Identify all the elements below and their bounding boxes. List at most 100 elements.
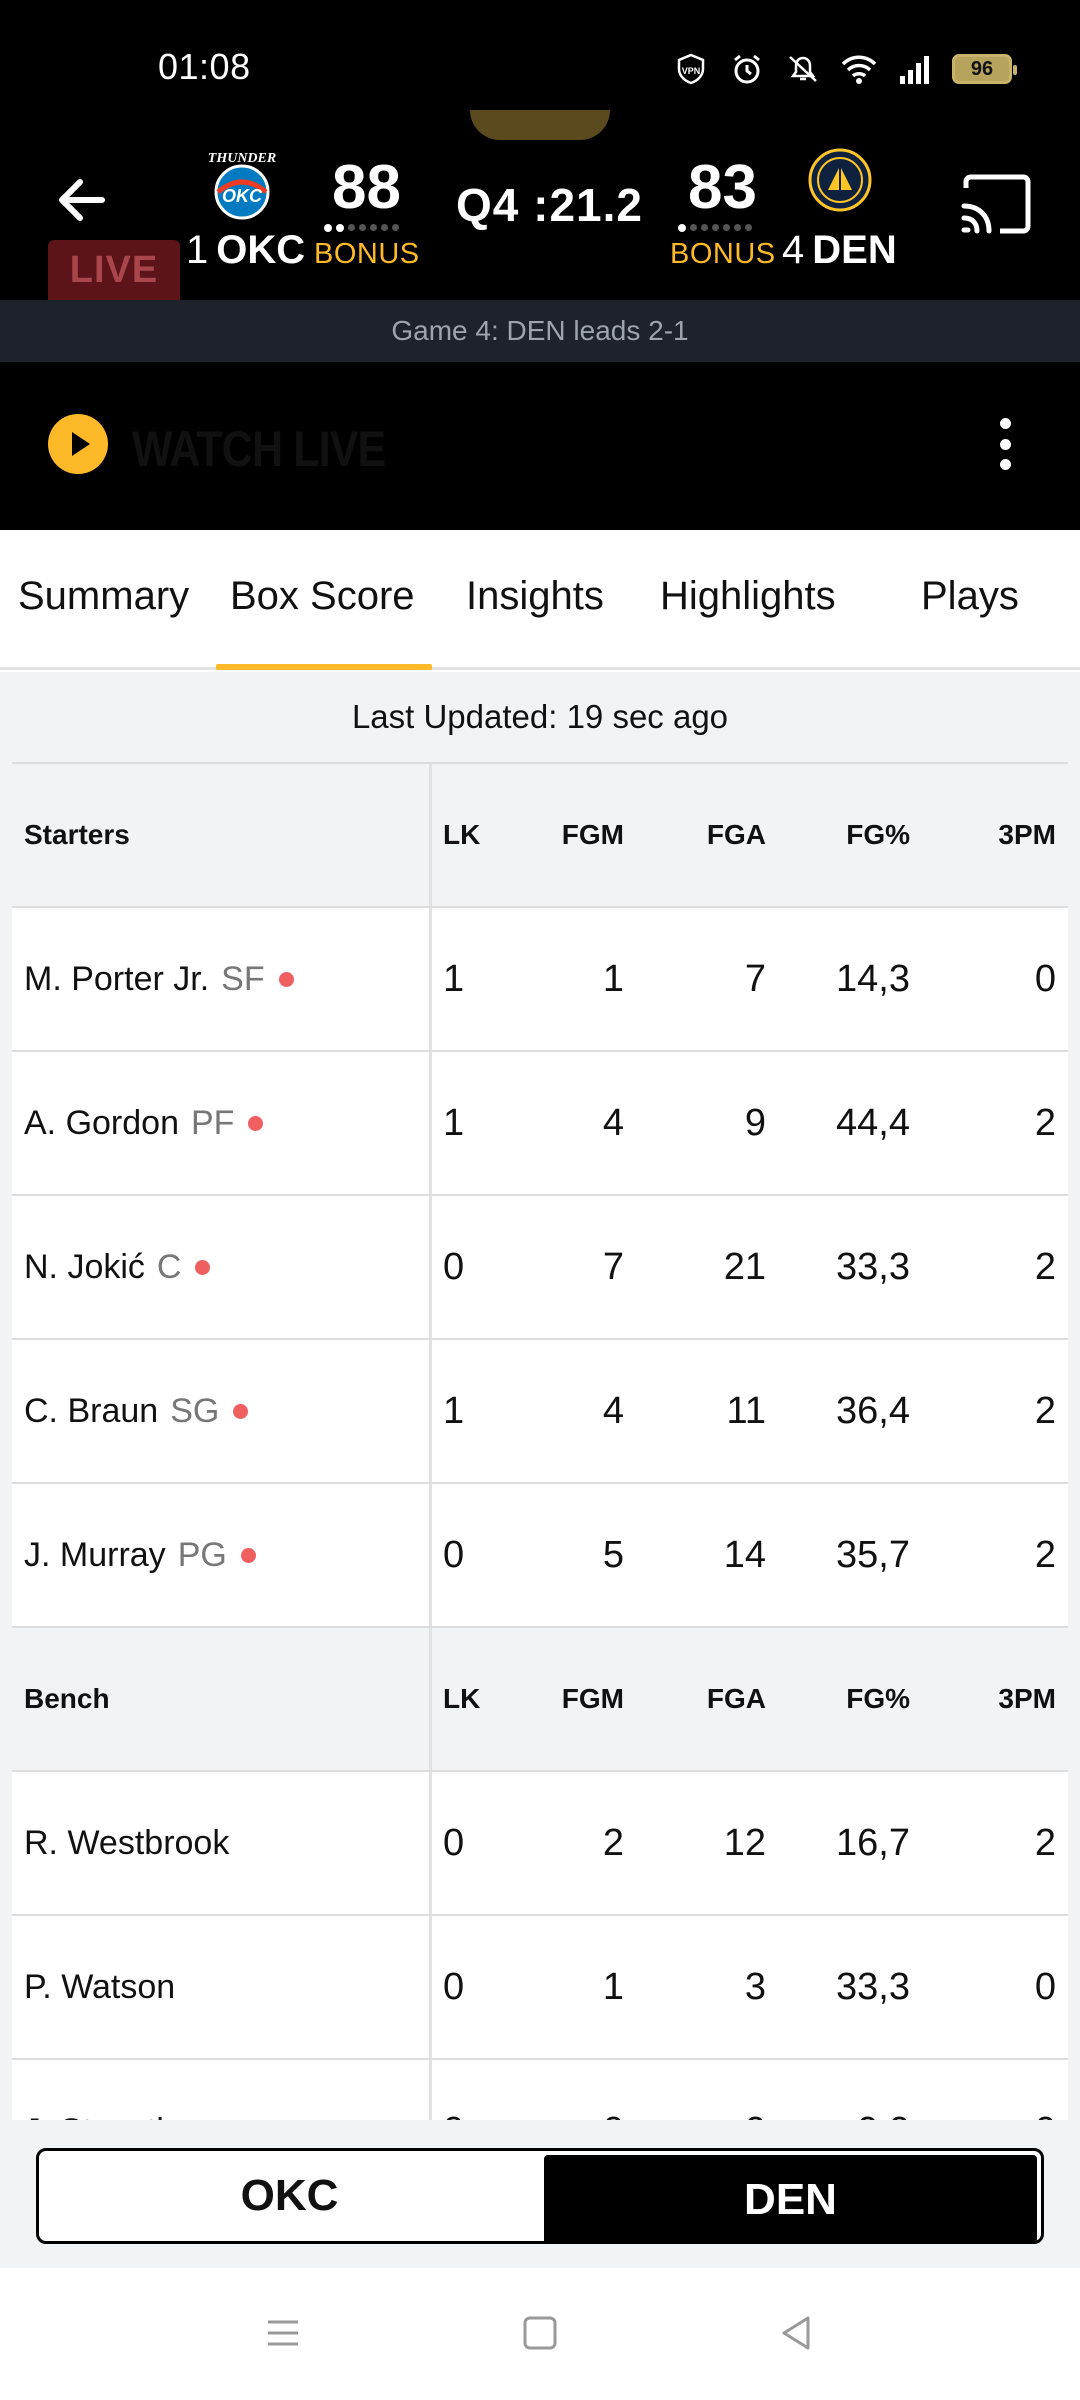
column-header-fga[interactable]: FGA xyxy=(706,819,766,850)
live-badge: LIVE xyxy=(48,240,180,300)
stat-3pm: 2 xyxy=(1034,1533,1056,1576)
player-name[interactable]: M. Porter Jr. xyxy=(24,959,210,998)
tab-summary[interactable]: Summary xyxy=(18,574,190,618)
tab-highlights[interactable]: Highlights xyxy=(660,574,836,618)
game-clock: Q4 :21.2 xyxy=(456,179,643,231)
player-cell[interactable]: P. Watson xyxy=(12,1916,432,2058)
play-icon[interactable] xyxy=(48,414,108,474)
player-row[interactable]: N. Jokić C 0 7 21 33,3 2 xyxy=(12,1194,1068,1338)
cast-icon[interactable] xyxy=(960,174,1032,234)
stat-lk: 0 xyxy=(443,1821,465,1864)
back-icon[interactable] xyxy=(772,2308,822,2358)
stat-fgm: 5 xyxy=(602,1533,624,1576)
tab-box-score[interactable]: Box Score xyxy=(230,574,415,618)
player-cell[interactable]: N. Jokić C xyxy=(12,1196,432,1338)
alarm-icon xyxy=(728,50,766,88)
home-abbr: DEN xyxy=(812,228,897,272)
column-header-fga[interactable]: FGA xyxy=(706,1683,766,1714)
player-position: PG xyxy=(177,1535,227,1574)
score-header: LIVE THUNDER OKC 1 OKC 88 BONUS Q4 :21.2 … xyxy=(0,110,1080,300)
stat-fg-pct: 33,3 xyxy=(836,1245,910,1288)
status-icons: VPN 96 xyxy=(672,50,1017,88)
watch-live-label[interactable]: WATCH LIVE xyxy=(132,421,386,477)
player-row[interactable]: A. Gordon PF 1 4 9 44,4 2 xyxy=(12,1050,1068,1194)
home-icon[interactable] xyxy=(515,2308,565,2358)
away-timeouts xyxy=(324,224,399,232)
stat-fg-pct: 36,4 xyxy=(836,1389,910,1432)
more-options-icon[interactable] xyxy=(990,414,1020,474)
column-header-lk[interactable]: LK xyxy=(443,1683,481,1714)
home-seed: 4 xyxy=(782,228,805,272)
box-score-content[interactable]: Last Updated: 19 sec ago Starters LK FGM FG… xyxy=(0,672,1080,2268)
away-team-name: 1 OKC xyxy=(186,228,305,273)
vpn-icon: VPN xyxy=(672,50,710,88)
player-row[interactable]: M. Porter Jr. SF 1 1 7 14,3 0 xyxy=(12,906,1068,1050)
game-indicator xyxy=(470,110,610,140)
player-position: SF xyxy=(221,959,265,998)
player-name[interactable]: R. Westbrook xyxy=(24,1823,230,1862)
stat-fga: 9 xyxy=(744,1101,766,1144)
timeout-dot xyxy=(348,224,355,231)
stat-lk: 0 xyxy=(443,1965,465,2008)
svg-text:VPN: VPN xyxy=(682,66,701,76)
stat-3pm: 2 xyxy=(1034,1245,1056,1288)
player-name[interactable]: C. Braun xyxy=(24,1391,159,1430)
timeout-dot xyxy=(678,224,686,232)
player-position: SG xyxy=(170,1391,220,1430)
stat-fgm: 4 xyxy=(602,1389,624,1432)
player-cell[interactable]: M. Porter Jr. SF xyxy=(12,908,432,1050)
player-name[interactable]: J. Murray xyxy=(24,1535,166,1574)
svg-text:THUNDER: THUNDER xyxy=(208,151,276,166)
player-position: PF xyxy=(190,1103,235,1142)
column-header-fgm[interactable]: FGM xyxy=(561,1683,624,1714)
stat-3pm: 2 xyxy=(1034,1821,1056,1864)
back-arrow-icon[interactable] xyxy=(52,170,112,230)
stat-lk: 0 xyxy=(443,1245,465,1288)
column-header-3pm[interactable]: 3PM xyxy=(998,1683,1056,1714)
player-row[interactable]: C. Braun SG 1 4 11 36,4 2 xyxy=(12,1338,1068,1482)
svg-text:OKC: OKC xyxy=(222,186,263,206)
player-cell[interactable]: C. Braun SG xyxy=(12,1340,432,1482)
away-bonus: BONUS xyxy=(314,238,420,270)
toggle-den-button[interactable]: DEN xyxy=(544,2155,1037,2241)
column-header-fg-pct[interactable]: FG% xyxy=(846,1683,910,1714)
home-team-name: 4 DEN xyxy=(782,228,897,273)
player-name[interactable]: N. Jokić xyxy=(24,1247,145,1286)
menu-icon[interactable] xyxy=(258,2308,308,2358)
tab-plays[interactable]: Plays xyxy=(921,574,1019,618)
player-cell[interactable]: R. Westbrook xyxy=(12,1772,432,1914)
column-header-fg-pct[interactable]: FG% xyxy=(846,819,910,850)
stat-fga: 21 xyxy=(723,1245,766,1288)
stat-lk: 1 xyxy=(443,1101,465,1144)
on-court-indicator xyxy=(248,1115,264,1131)
column-header-fgm[interactable]: FGM xyxy=(561,819,624,850)
stat-fga: 14 xyxy=(723,1533,766,1576)
watch-live-bar[interactable] xyxy=(0,362,1080,530)
player-cell[interactable]: A. Gordon PF xyxy=(12,1052,432,1194)
column-header-lk[interactable]: LK xyxy=(443,819,481,850)
tab-insights[interactable]: Insights xyxy=(466,574,604,618)
stat-fgm: 2 xyxy=(602,1821,624,1864)
timeout-dot xyxy=(745,224,752,231)
toggle-okc-button[interactable]: OKC xyxy=(240,2171,339,2220)
player-row[interactable]: R. Westbrook 0 2 12 16,7 2 xyxy=(12,1770,1068,1914)
stat-3pm: 2 xyxy=(1034,1101,1056,1144)
timeout-dot xyxy=(359,224,366,231)
player-cell[interactable]: J. Murray PG xyxy=(12,1484,432,1626)
player-name[interactable]: A. Gordon xyxy=(24,1103,179,1142)
on-court-indicator xyxy=(195,1259,211,1275)
active-tab-indicator xyxy=(216,664,432,670)
stat-fg-pct: 33,3 xyxy=(836,1965,910,2008)
away-seed: 1 xyxy=(186,228,209,272)
player-row[interactable]: J. Murray PG 0 5 14 35,7 2 xyxy=(12,1482,1068,1626)
player-name[interactable]: P. Watson xyxy=(24,1967,176,2006)
status-bar: 01:08 VPN 96 xyxy=(0,0,1080,110)
stat-lk: 1 xyxy=(443,1389,465,1432)
player-row[interactable]: P. Watson 0 1 3 33,3 0 xyxy=(12,1914,1068,2058)
stat-fga: 11 xyxy=(726,1389,766,1432)
stat-lk: 0 xyxy=(443,1533,465,1576)
stat-fg-pct: 16,7 xyxy=(836,1821,910,1864)
stat-fg-pct: 14,3 xyxy=(836,957,910,1000)
column-header-3pm[interactable]: 3PM xyxy=(998,819,1056,850)
wifi-icon xyxy=(840,50,878,88)
